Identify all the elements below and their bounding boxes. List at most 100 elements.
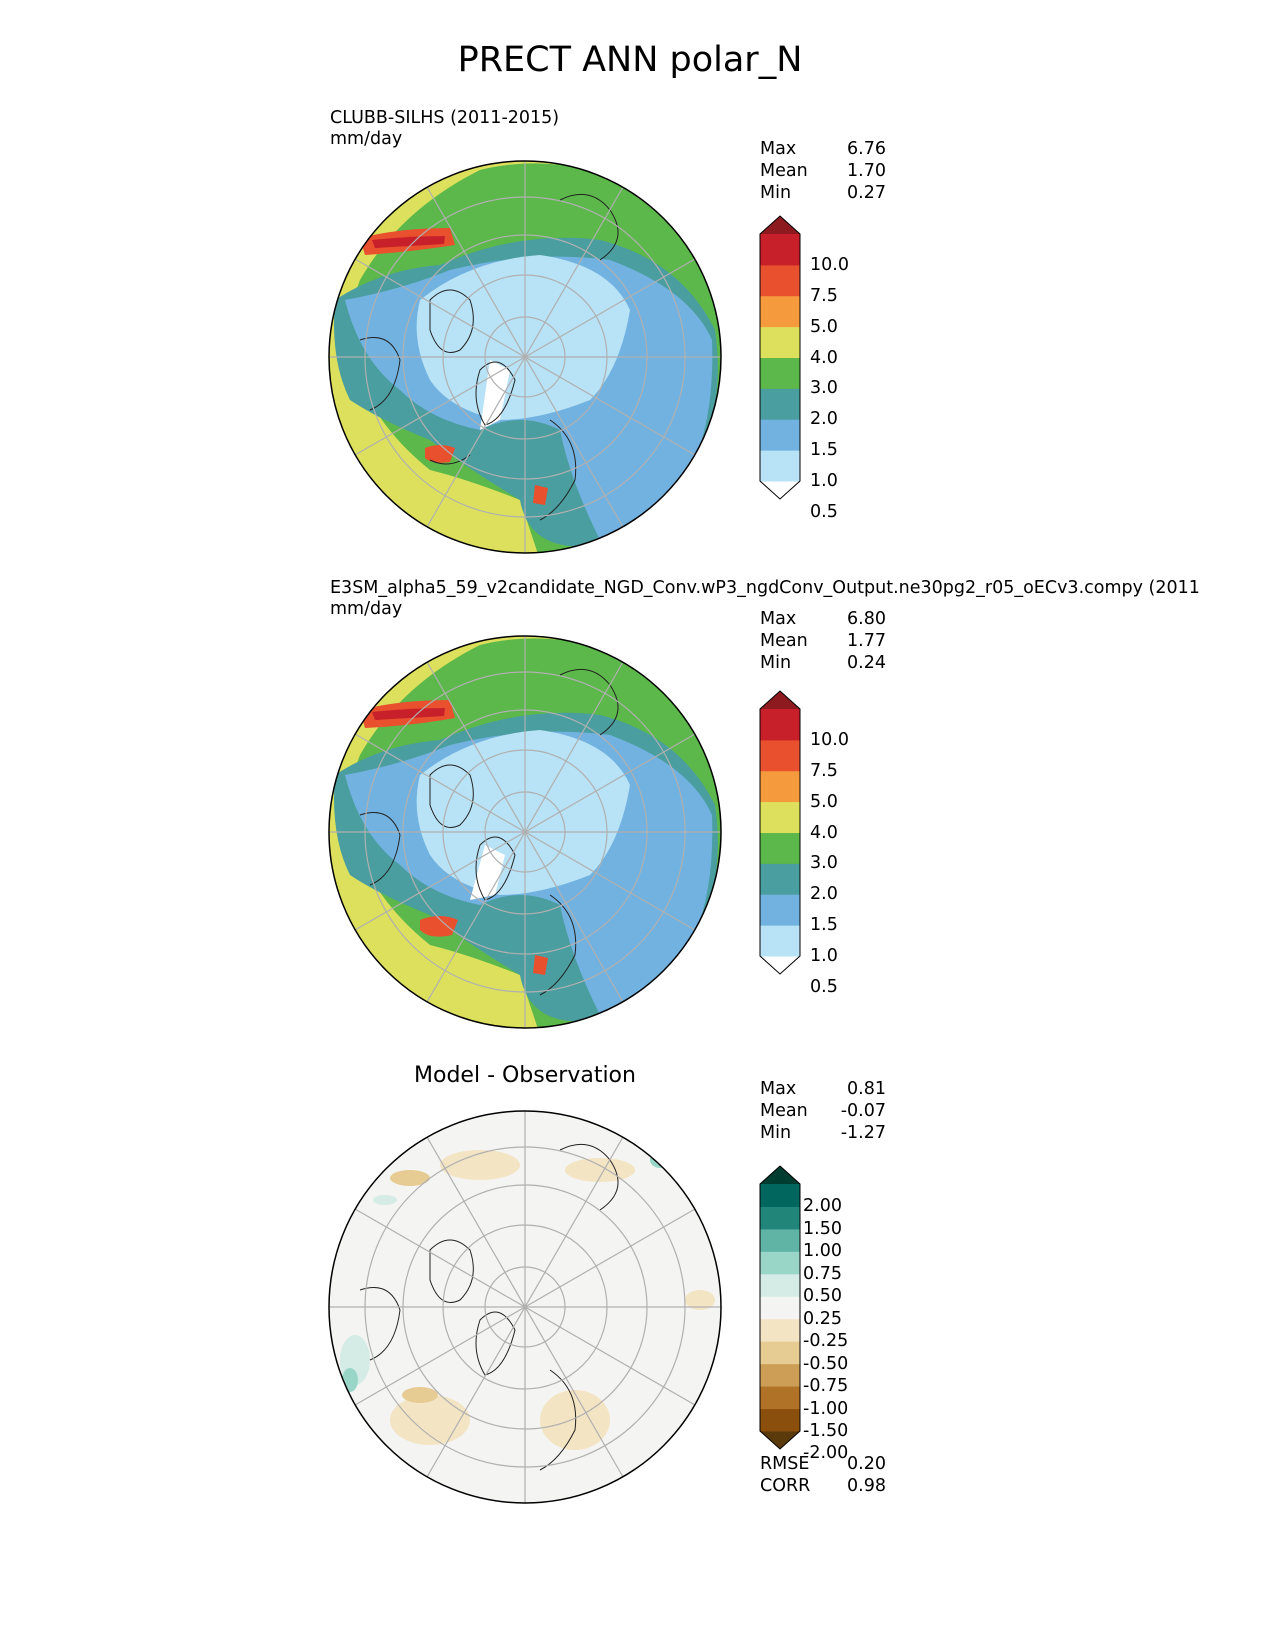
stat-mean: Mean 1.70 xyxy=(760,161,886,181)
diff-panel-title: Model - Observation xyxy=(414,1063,636,1088)
colorbar-tick-label: 1.5 xyxy=(810,440,838,461)
colorbar-extend-low xyxy=(760,481,800,499)
colorbar-tick-label: 5.0 xyxy=(810,791,838,812)
colorbar-tick-label: 3.0 xyxy=(810,853,838,874)
colorbar-bin xyxy=(760,419,800,451)
colorbar-tick-label: 1.5 xyxy=(810,915,838,936)
panel1-map xyxy=(329,161,721,553)
stat-min: Min -1.27 xyxy=(760,1123,886,1143)
panel2-title: E3SM_alpha5_59_v2candidate_NGD_Conv.wP3_… xyxy=(330,578,1200,598)
colorbar-extend-low xyxy=(760,1431,800,1449)
diff-boundary xyxy=(328,1110,722,1504)
colorbar-extend-high xyxy=(760,691,800,709)
diff-colorbar xyxy=(759,1165,801,1450)
colorbar-tick-label: 3.0 xyxy=(810,378,838,399)
colorbar-bin xyxy=(760,295,800,328)
colorbar-tick-label: 10.0 xyxy=(810,254,849,275)
colorbar-bin xyxy=(760,264,800,297)
colorbar-bin xyxy=(760,326,800,358)
panel2-stats: Max 6.80 Mean 1.77 Min 0.24 xyxy=(760,608,886,674)
colorbar-extend-high xyxy=(760,216,800,234)
panel1-units: mm/day xyxy=(330,129,403,149)
stat-mean: Mean -0.07 xyxy=(760,1101,886,1121)
colorbar-tick-label: 0.50 xyxy=(803,1286,842,1307)
colorbar-extend-low xyxy=(760,956,800,974)
colorbar-tick-label: 0.5 xyxy=(810,501,838,522)
colorbar-tick-label: 5.0 xyxy=(810,316,838,337)
colorbar-tick-label: 1.00 xyxy=(803,1241,842,1262)
colorbar-bin xyxy=(760,450,800,482)
colorbar-bin xyxy=(760,863,800,895)
colorbar-bin xyxy=(760,1251,800,1275)
colorbar-tick-label: 0.25 xyxy=(803,1308,842,1329)
panel2-map xyxy=(329,636,721,1028)
stat-max: Max 6.80 xyxy=(760,609,886,629)
colorbar-bin xyxy=(760,925,800,957)
panel1-title: CLUBB-SILHS (2011-2015) xyxy=(330,108,560,128)
colorbar-tick-label: 7.5 xyxy=(810,285,838,306)
colorbar-tick-label: 4.0 xyxy=(810,822,838,843)
colorbar-bin xyxy=(760,1273,800,1297)
stat-max: Max 6.76 xyxy=(760,139,886,159)
panel1-stats: Max 6.76 Mean 1.70 Min 0.27 xyxy=(760,138,886,204)
colorbar-tick-label: 4.0 xyxy=(810,347,838,368)
colorbar-bin xyxy=(760,1386,800,1410)
colorbar-bin xyxy=(760,1341,800,1365)
colorbar-bin xyxy=(760,770,800,803)
panel2-boundary xyxy=(328,635,722,1029)
diff-stats: Max 0.81 Mean -0.07 Min -1.27 xyxy=(760,1078,886,1144)
colorbar-bin xyxy=(760,357,800,389)
colorbar-outline xyxy=(759,1165,801,1450)
figure-title: PRECT ANN polar_N xyxy=(457,40,803,80)
colorbar-tick-label: 0.5 xyxy=(810,976,838,997)
colorbar-bin xyxy=(760,832,800,864)
colorbar-bin xyxy=(760,234,800,266)
colorbar-tick-label: 7.5 xyxy=(810,760,838,781)
colorbar-bin xyxy=(760,1318,800,1342)
map-fill-white-greenland xyxy=(480,360,510,430)
colorbar-tick-label: 0.75 xyxy=(803,1263,842,1284)
colorbar-tick-label: 10.0 xyxy=(810,729,849,750)
colorbar-bin xyxy=(760,739,800,772)
colorbar-bin xyxy=(760,388,800,420)
stat-min: Min 0.24 xyxy=(760,653,886,673)
stat-max: Max 0.81 xyxy=(760,1079,886,1099)
colorbar-tick-label: 1.0 xyxy=(810,946,838,966)
panel1-graticule xyxy=(329,161,721,553)
colorbar-bin xyxy=(760,709,800,741)
panel2-graticule xyxy=(329,636,721,1028)
panel2-colorbar xyxy=(759,690,801,975)
colorbar-tick-label: -2.00 xyxy=(803,1443,849,1464)
metric-corr: CORR 0.98 xyxy=(760,1476,886,1496)
stat-mean: Mean 1.77 xyxy=(760,631,886,651)
colorbar-bin xyxy=(760,1408,800,1432)
colorbar-tick-label: 2.0 xyxy=(810,409,838,430)
colorbar-bin xyxy=(760,1184,800,1207)
colorbar-bin xyxy=(760,894,800,926)
colorbar-extend-high xyxy=(760,1166,800,1184)
metric-rmse: RMSE 0.20 xyxy=(760,1454,886,1474)
panel1-colorbar xyxy=(759,215,801,500)
colorbar-tick-label: -1.00 xyxy=(803,1398,849,1419)
stat-min: Min 0.27 xyxy=(760,183,886,203)
colorbar-tick-label: 2.00 xyxy=(803,1196,842,1217)
colorbar-tick-label: -1.50 xyxy=(803,1421,849,1441)
colorbar-outline xyxy=(759,215,801,500)
colorbar-tick-label: 1.50 xyxy=(803,1218,842,1239)
colorbar-tick-label: 2.0 xyxy=(810,884,838,905)
diff-graticule xyxy=(329,1111,721,1503)
colorbar-tick-label: -0.25 xyxy=(803,1331,849,1352)
diff-metrics: RMSE 0.20 CORR 0.98 xyxy=(760,1453,886,1497)
panel1-boundary xyxy=(328,160,722,554)
colorbar-outline xyxy=(759,690,801,975)
panel2-units: mm/day xyxy=(330,599,403,619)
colorbar-bin xyxy=(760,1206,800,1230)
colorbar-tick-label: -0.75 xyxy=(803,1376,849,1397)
colorbar-tick-label: 1.0 xyxy=(810,471,838,491)
colorbar-tick-label: -0.50 xyxy=(803,1353,849,1374)
colorbar-bin xyxy=(760,1296,800,1320)
colorbar-bin xyxy=(760,1363,800,1387)
colorbar-bin xyxy=(760,1228,800,1252)
colorbar-bin xyxy=(760,801,800,833)
